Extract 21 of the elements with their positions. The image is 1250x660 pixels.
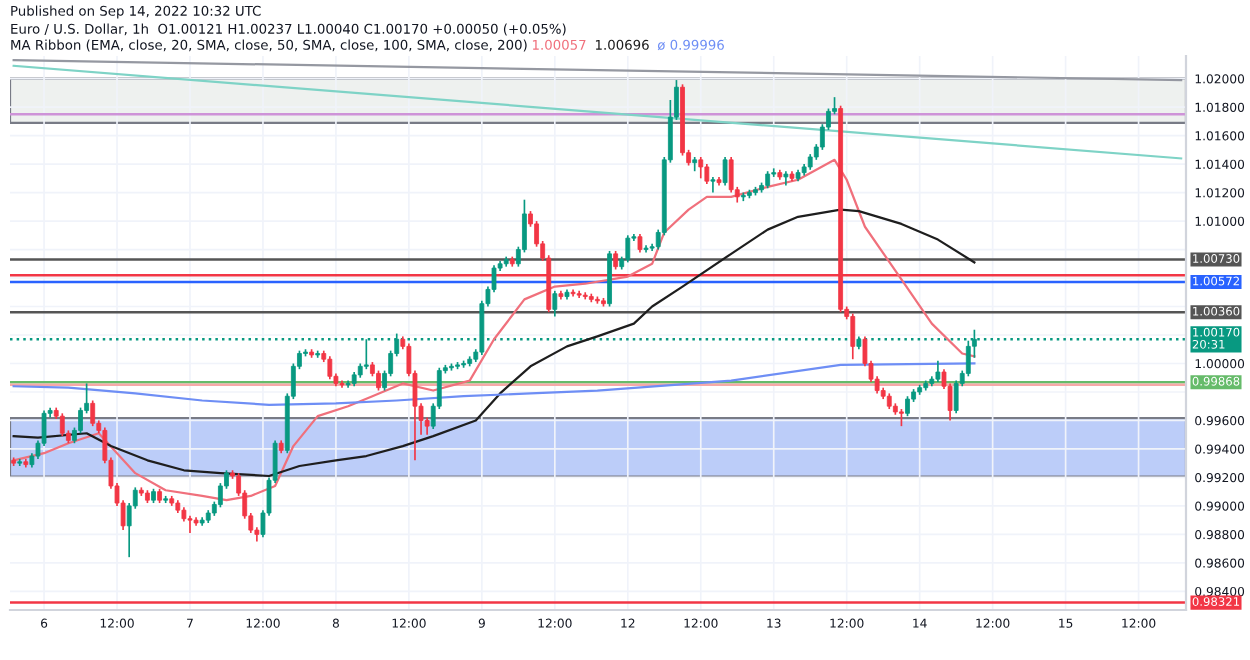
candlestick [90,399,96,427]
candlestick [698,156,704,180]
line-series [12,158,976,502]
line-series [12,208,976,478]
candlestick [570,288,576,298]
candlestick [59,412,65,437]
candlestick [376,369,381,392]
candlestick [905,395,910,418]
candlestick [552,290,558,318]
candlestick [953,379,959,415]
candlestick [187,515,193,534]
line-series [12,362,976,406]
candlestick [850,312,856,361]
candlestick [625,234,631,264]
candlestick [935,359,941,383]
candlestick [704,163,710,185]
candlestick [722,156,728,187]
candlestick [637,233,643,254]
candlestick [613,250,619,271]
candlestick [710,176,716,194]
candlestick [327,355,333,380]
